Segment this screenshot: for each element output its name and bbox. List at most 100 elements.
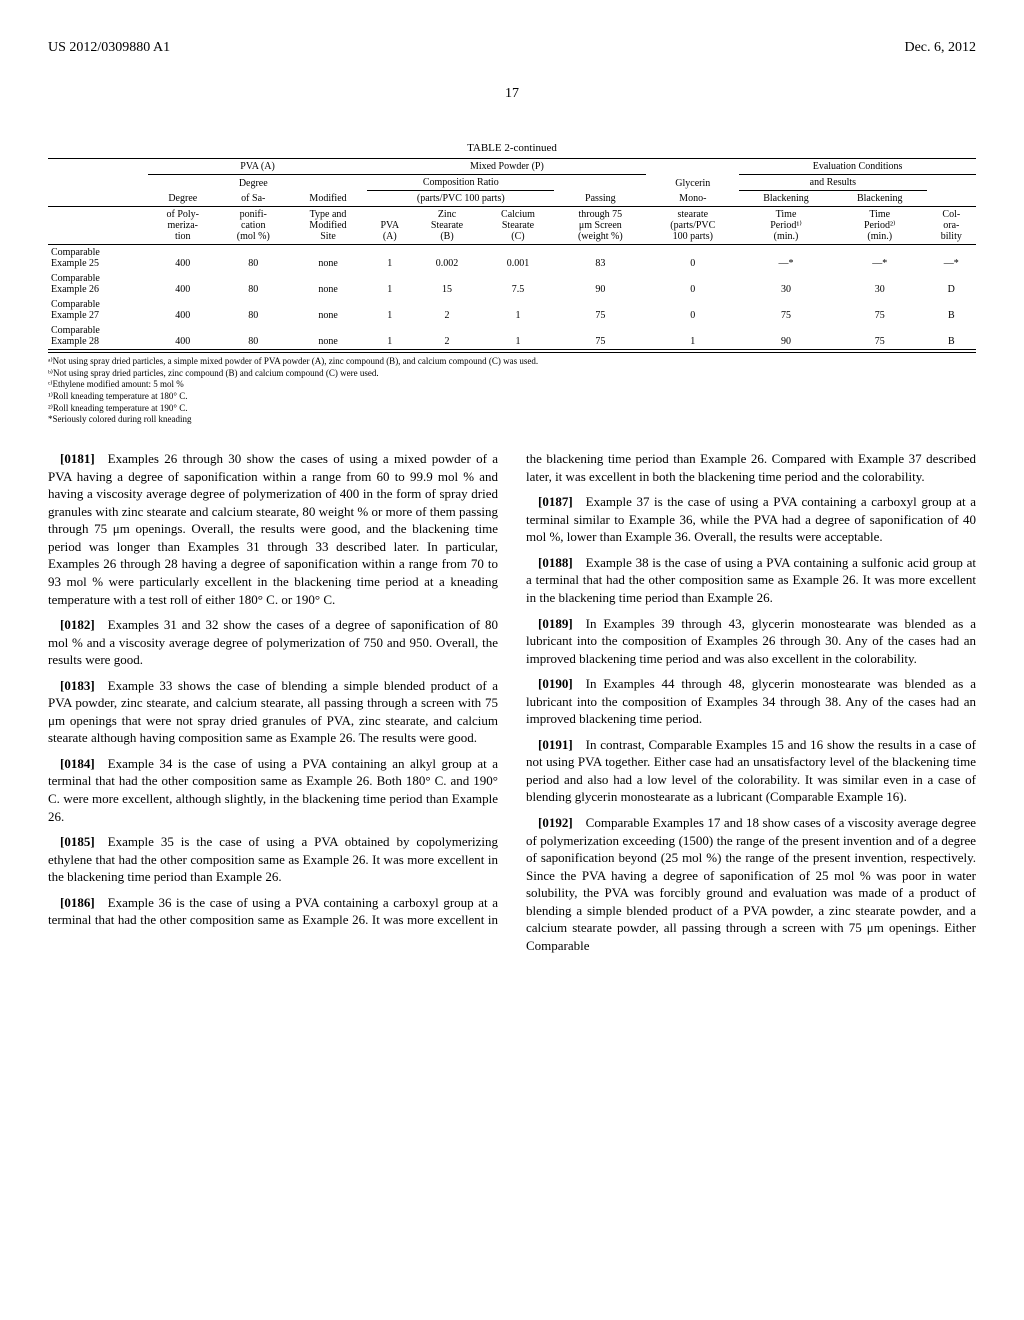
table-cell: 7.5: [482, 271, 555, 297]
table-cell: 75: [554, 323, 646, 350]
table-cell: ComparableExample 26: [48, 271, 148, 297]
footnote-line: *Seriously colored during roll kneading: [48, 414, 976, 426]
column-header: TimePeriod²⁾(min.): [833, 207, 927, 245]
para-number: [0191]: [538, 737, 573, 752]
column-header: ponifi-cation(mol %): [218, 207, 289, 245]
table-cell: 1: [367, 297, 412, 323]
footnote-line: ²⁾Roll kneading temperature at 190° C.: [48, 403, 976, 415]
body-text: [0181] Examples 26 through 30 show the c…: [48, 450, 976, 954]
table-caption: TABLE 2-continued: [48, 142, 976, 154]
para-number: [0189]: [538, 616, 573, 631]
table-cell: 2: [412, 297, 481, 323]
table-cell: none: [289, 297, 368, 323]
paragraph: [0188] Example 38 is the case of using a…: [526, 554, 976, 607]
col-sub2-parts: (parts/PVC 100 parts): [367, 191, 554, 207]
table-cell: none: [289, 271, 368, 297]
table-cell: 1: [367, 245, 412, 272]
paragraph: [0190] In Examples 44 through 48, glycer…: [526, 675, 976, 728]
table-cell: 80: [218, 297, 289, 323]
para-number: [0190]: [538, 676, 573, 691]
table-cell: 400: [148, 245, 218, 272]
column-header: of Poly-meriza-tion: [148, 207, 218, 245]
column-header: stearate(parts/PVC100 parts): [646, 207, 739, 245]
col-group-mixed: Mixed Powder (P): [367, 159, 646, 175]
table-cell: 0: [646, 271, 739, 297]
table-cell: D: [927, 271, 976, 297]
col-sub-glycerin: Glycerin: [646, 175, 739, 191]
table-cell: 1: [367, 323, 412, 350]
paragraph: [0191] In contrast, Comparable Examples …: [526, 736, 976, 806]
table-cell: 90: [554, 271, 646, 297]
para-number: [0186]: [60, 895, 95, 910]
table-cell: 80: [218, 245, 289, 272]
table-row: ComparableExample 2840080none1217519075B: [48, 323, 976, 350]
para-number: [0184]: [60, 756, 95, 771]
col-sub2-modified: Modified: [289, 191, 368, 207]
table-cell: ComparableExample 28: [48, 323, 148, 350]
para-number: [0183]: [60, 678, 95, 693]
table-footnotes: ᵃ⁾Not using spray dried particles, a sim…: [48, 352, 976, 426]
data-table: PVA (A) Mixed Powder (P) Evaluation Cond…: [48, 158, 976, 350]
table-cell: 1: [482, 323, 555, 350]
table-cell: 0.002: [412, 245, 481, 272]
footnote-line: ᵃ⁾Not using spray dried particles, a sim…: [48, 356, 976, 368]
table-cell: 75: [554, 297, 646, 323]
table-cell: 0: [646, 297, 739, 323]
page-number: 17: [48, 86, 976, 102]
para-number: [0187]: [538, 494, 573, 509]
column-header: PVA(A): [367, 207, 412, 245]
col-sub2-sap: of Sa-: [218, 191, 289, 207]
table-wrapper: TABLE 2-continued PVA (A) Mixed Powder (…: [48, 142, 976, 426]
col-group-eval: Evaluation Conditions: [739, 159, 976, 175]
column-header: Col-ora-bility: [927, 207, 976, 245]
col-sub2-blk1: Blackening: [739, 191, 833, 207]
table-cell: 0: [646, 245, 739, 272]
paragraph: [0184] Example 34 is the case of using a…: [48, 755, 498, 825]
table-cell: none: [289, 245, 368, 272]
table-cell: 75: [833, 323, 927, 350]
table-cell: B: [927, 297, 976, 323]
table-cell: 1: [482, 297, 555, 323]
para-number: [0188]: [538, 555, 573, 570]
table-row: ComparableExample 2540080none10.0020.001…: [48, 245, 976, 272]
column-header: [48, 207, 148, 245]
table-cell: B: [927, 323, 976, 350]
para-number: [0182]: [60, 617, 95, 632]
footnote-line: ᶜ⁾Ethylene modified amount: 5 mol %: [48, 379, 976, 391]
paragraph: [0183] Example 33 shows the case of blen…: [48, 677, 498, 747]
table-cell: 75: [833, 297, 927, 323]
table-cell: ComparableExample 25: [48, 245, 148, 272]
column-header: ZincStearate(B): [412, 207, 481, 245]
col-sub-compratio: Composition Ratio: [367, 175, 554, 191]
table-row: ComparableExample 2740080none1217507575B: [48, 297, 976, 323]
table-cell: 83: [554, 245, 646, 272]
paragraph: [0192] Comparable Examples 17 and 18 sho…: [526, 814, 976, 954]
table-row: ComparableExample 2640080none1157.590030…: [48, 271, 976, 297]
paragraph: [0181] Examples 26 through 30 show the c…: [48, 450, 498, 608]
paragraph: [0182] Examples 31 and 32 show the cases…: [48, 616, 498, 669]
col-group-pva: PVA (A): [148, 159, 368, 175]
para-number: [0185]: [60, 834, 95, 849]
table-cell: 400: [148, 297, 218, 323]
paragraph: [0185] Example 35 is the case of using a…: [48, 833, 498, 886]
table-cell: 400: [148, 323, 218, 350]
para-number: [0181]: [60, 451, 95, 466]
table-cell: 1: [367, 271, 412, 297]
table-cell: ComparableExample 27: [48, 297, 148, 323]
table-cell: none: [289, 323, 368, 350]
col-sub-results: and Results: [739, 175, 926, 191]
table-cell: 15: [412, 271, 481, 297]
page-header: US 2012/0309880 A1 Dec. 6, 2012: [48, 40, 976, 56]
paragraph: [0189] In Examples 39 through 43, glycer…: [526, 615, 976, 668]
paragraph: [0187] Example 37 is the case of using a…: [526, 493, 976, 546]
col-sub2-degree: Degree: [148, 191, 218, 207]
col-sub2-mono: Mono-: [646, 191, 739, 207]
col-sub2-blk2: Blackening: [833, 191, 927, 207]
table-cell: 30: [833, 271, 927, 297]
table-cell: 30: [739, 271, 833, 297]
table-cell: 400: [148, 271, 218, 297]
col-sub-degree: Degree: [218, 175, 289, 191]
col-sub2-passing: Passing: [554, 191, 646, 207]
table-cell: 75: [739, 297, 833, 323]
footnote-line: ¹⁾Roll kneading temperature at 180° C.: [48, 391, 976, 403]
